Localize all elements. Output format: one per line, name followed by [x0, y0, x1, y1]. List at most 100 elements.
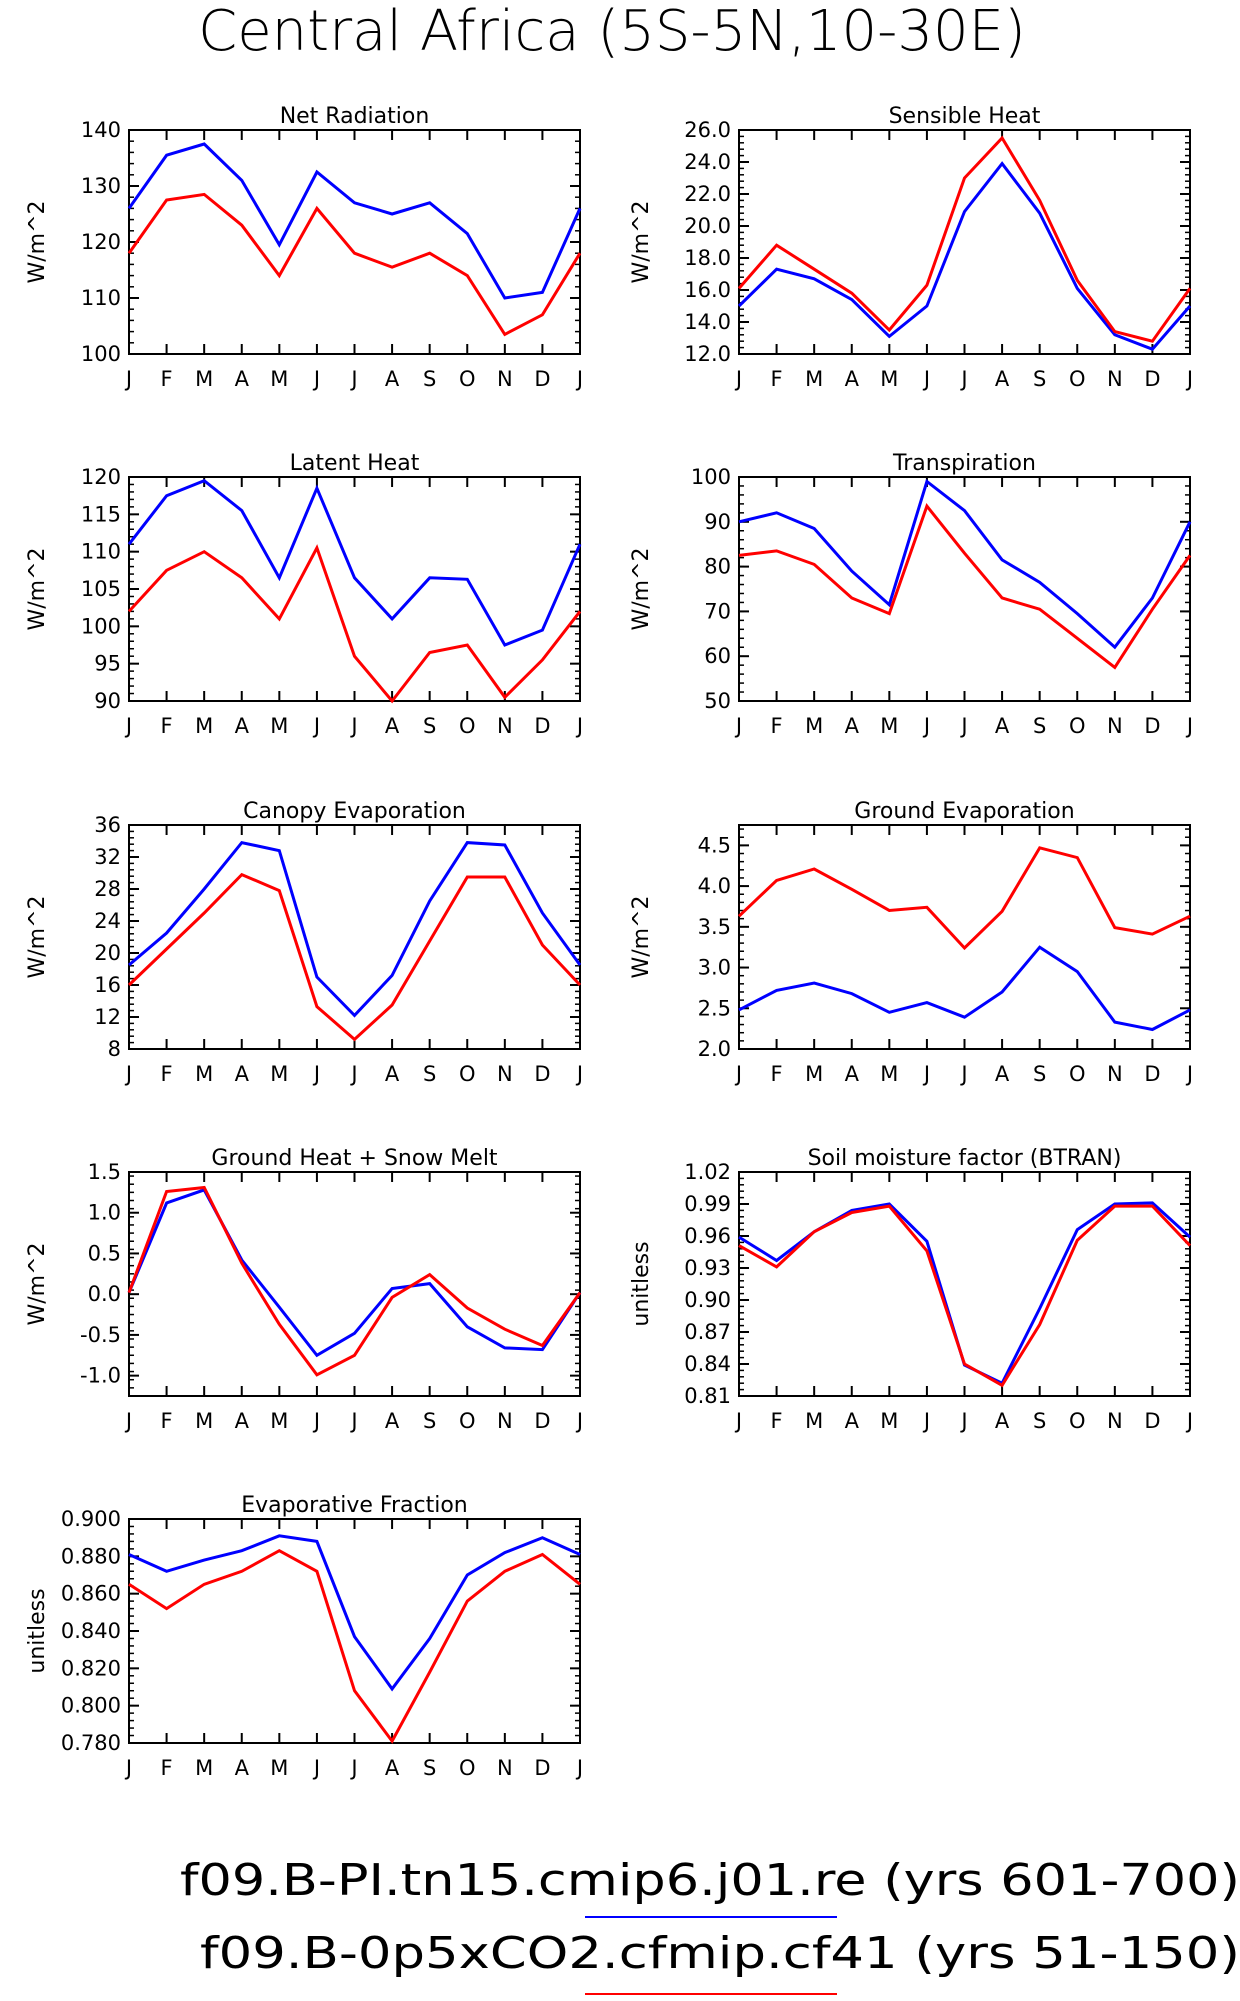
series-line-red: [737, 846, 1191, 951]
series-line-blue: [127, 142, 582, 300]
x-tick-label: J: [1185, 1409, 1193, 1433]
x-tick-label: J: [1185, 367, 1193, 391]
x-tick-label: O: [1069, 1409, 1086, 1433]
series-line-red: [127, 1185, 582, 1377]
x-tick-label: A: [845, 367, 860, 391]
x-tick-label: S: [1033, 1409, 1046, 1433]
y-tick-label: 115: [81, 502, 121, 526]
y-tick-label: 1.02: [684, 1160, 731, 1184]
x-tick-label: M: [805, 1409, 823, 1433]
x-tick-label: J: [312, 1409, 320, 1433]
x-tick-label: F: [161, 714, 173, 738]
y-tick-label: 0.780: [61, 1731, 121, 1755]
y-tick-label: 105: [81, 577, 121, 601]
y-tick-label: 8: [108, 1037, 121, 1061]
y-axis-label: W/m^2: [629, 200, 654, 283]
y-tick-label: 32: [94, 845, 121, 869]
y-tick-label: 110: [81, 540, 121, 564]
x-tick-label: A: [385, 367, 400, 391]
x-tick-label: N: [1107, 714, 1123, 738]
y-tick-label: 0.87: [684, 1320, 731, 1344]
legend-label-red: f09.B-0p5xCO2.cfmip.cf41 (yrs 51-150): [200, 1928, 1240, 1979]
x-tick-label: A: [385, 714, 400, 738]
x-tick-label: F: [771, 367, 783, 391]
x-tick-label: J: [575, 1756, 583, 1780]
y-tick-label: 3.0: [698, 956, 731, 980]
y-tick-label: 50: [704, 689, 731, 713]
y-tick-label: 90: [704, 510, 731, 534]
x-tick-label: M: [270, 1409, 288, 1433]
x-tick-label: J: [922, 367, 930, 391]
x-tick-label: D: [534, 367, 550, 391]
y-tick-label: -1.0: [80, 1364, 121, 1388]
x-tick-label: J: [575, 1062, 583, 1086]
x-tick-label: M: [270, 714, 288, 738]
x-tick-label: N: [1107, 1062, 1123, 1086]
y-tick-label: 0.840: [61, 1619, 121, 1643]
x-tick-label: F: [771, 1062, 783, 1086]
x-tick-label: J: [1185, 1062, 1193, 1086]
series-line-red: [738, 503, 1192, 670]
y-tick-label: 36: [94, 813, 121, 837]
y-tick-label: 120: [81, 230, 121, 254]
x-tick-label: O: [459, 1756, 476, 1780]
chart-soil-moisture-factor-btran: 0.810.840.870.900.930.960.991.02J F M A M J J A…: [629, 1146, 1193, 1433]
x-tick-label: A: [235, 714, 250, 738]
y-tick-label: 130: [81, 174, 121, 198]
x-tick-label: J: [734, 714, 742, 738]
plot-frame: [128, 1518, 581, 1744]
x-tick-label: M: [195, 714, 213, 738]
x-tick-label: N: [497, 1756, 513, 1780]
x-tick-label: A: [995, 714, 1010, 738]
y-tick-label: 2.0: [698, 1037, 731, 1061]
x-tick-label: M: [880, 1062, 898, 1086]
series-line-blue: [737, 161, 1192, 351]
chart-title: Net Radiation: [280, 104, 430, 129]
y-tick-label: 12: [94, 1005, 121, 1029]
y-tick-label: 0.81: [684, 1384, 731, 1408]
x-tick-label: M: [270, 1756, 288, 1780]
y-tick-label: 70: [704, 599, 731, 623]
y-axis-label: unitless: [25, 1588, 50, 1673]
x-tick-label: D: [1144, 1062, 1160, 1086]
y-tick-label: 16.0: [684, 278, 731, 302]
x-tick-label: O: [459, 367, 476, 391]
series-line-red: [127, 872, 582, 1042]
plot-frame: [128, 129, 581, 355]
x-tick-label: D: [1144, 1409, 1160, 1433]
x-tick-label: J: [959, 367, 967, 391]
x-tick-label: J: [124, 367, 132, 391]
x-tick-label: A: [845, 714, 860, 738]
x-tick-label: M: [880, 714, 898, 738]
x-tick-label: M: [805, 367, 823, 391]
x-tick-label: O: [459, 714, 476, 738]
series-line-blue: [127, 1188, 582, 1358]
y-tick-label: 95: [94, 652, 121, 676]
chart-title: Soil moisture factor (BTRAN): [808, 1146, 1122, 1171]
series-line-red: [127, 192, 582, 337]
x-tick-label: J: [575, 714, 583, 738]
x-tick-label: N: [497, 1409, 513, 1433]
x-tick-label: J: [575, 367, 583, 391]
x-tick-label: F: [161, 1409, 173, 1433]
series-line-blue: [738, 1201, 1192, 1386]
x-tick-label: J: [734, 1062, 742, 1086]
y-tick-label: 0.880: [61, 1544, 121, 1568]
x-tick-label: J: [124, 714, 132, 738]
y-axis-label: W/m^2: [25, 1242, 50, 1325]
x-tick-label: D: [534, 1409, 550, 1433]
x-tick-label: J: [349, 1756, 357, 1780]
x-tick-label: F: [771, 714, 783, 738]
x-tick-label: J: [922, 1409, 930, 1433]
x-tick-label: N: [497, 1062, 513, 1086]
y-axis-label: unitless: [629, 1241, 654, 1326]
y-tick-label: 28: [94, 877, 121, 901]
x-tick-label: J: [349, 1062, 357, 1086]
series-line-blue: [128, 840, 582, 1018]
